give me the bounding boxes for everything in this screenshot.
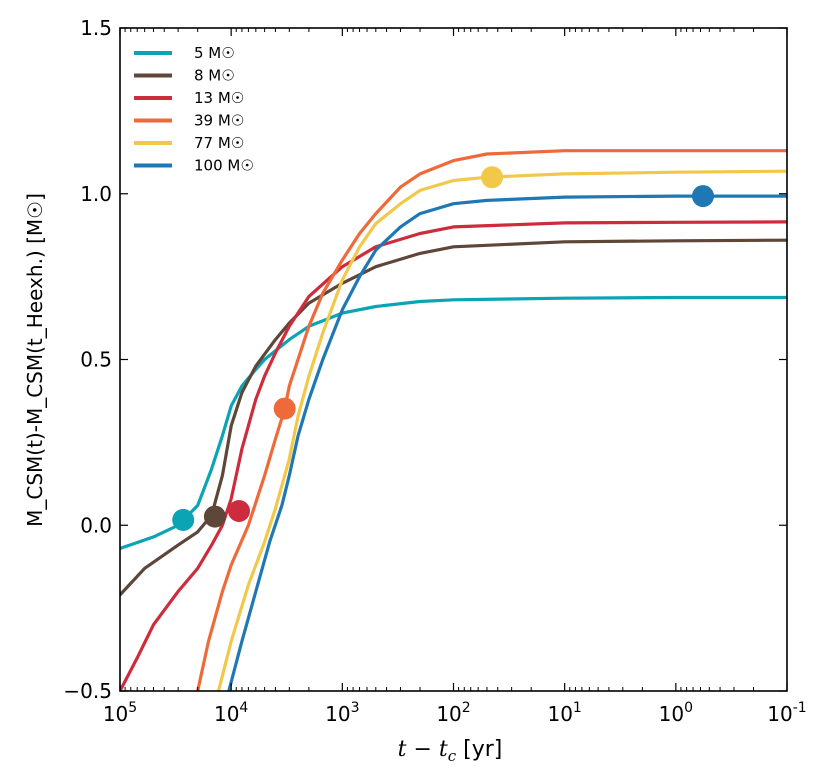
series-line-1 — [120, 295, 787, 551]
x-tick-label: 101 — [547, 700, 581, 726]
series-marker-4 — [273, 397, 296, 420]
series-line-2 — [120, 238, 787, 597]
x-axis-label: t − tc [yr] — [398, 737, 503, 765]
y-tick-label: 1.5 — [80, 16, 112, 40]
y-tick-label: 0.0 — [80, 513, 112, 537]
tick-layer: 105 104 103 102 101 100 10-1 −0.5 0.0 0.5 1.0 1.5 — [63, 16, 806, 726]
y-tick-label: 0.5 — [80, 348, 112, 372]
series-line-6 — [227, 194, 787, 691]
y-tick-label: −0.5 — [63, 679, 112, 703]
series-marker-3 — [228, 500, 250, 522]
series-line-4 — [196, 149, 787, 691]
series-marker-1 — [172, 508, 195, 531]
legend-label-5: 77 M☉ — [194, 134, 244, 152]
series-marker-6 — [692, 185, 714, 208]
legend: 5 M☉ 8 M☉ 13 M☉ 39 M☉ 77 M☉ 100 M☉ — [134, 44, 254, 175]
legend-label-1: 5 M☉ — [194, 44, 235, 62]
y-tick-label: 1.0 — [80, 182, 112, 206]
marker-layer — [172, 166, 714, 531]
legend-label-2: 8 M☉ — [194, 67, 235, 85]
x-tick-label: 100 — [659, 700, 693, 726]
x-tick-label: 10-1 — [767, 700, 806, 726]
x-tick-label: 105 — [103, 700, 137, 726]
series-layer — [120, 149, 787, 691]
series-line-3 — [120, 220, 787, 691]
x-tick-label: 102 — [436, 700, 470, 726]
plot-area — [120, 28, 787, 691]
y-axis-label: M_CSM(t)-M_CSM(t_Heexh.) [M☉] — [23, 193, 47, 527]
legend-label-6: 100 M☉ — [194, 157, 254, 175]
x-tick-label: 103 — [325, 700, 359, 726]
legend-label-3: 13 M☉ — [194, 89, 244, 107]
series-marker-5 — [481, 166, 504, 189]
legend-label-4: 39 M☉ — [194, 112, 244, 130]
series-marker-2 — [203, 505, 226, 528]
x-tick-label: 104 — [214, 700, 248, 726]
